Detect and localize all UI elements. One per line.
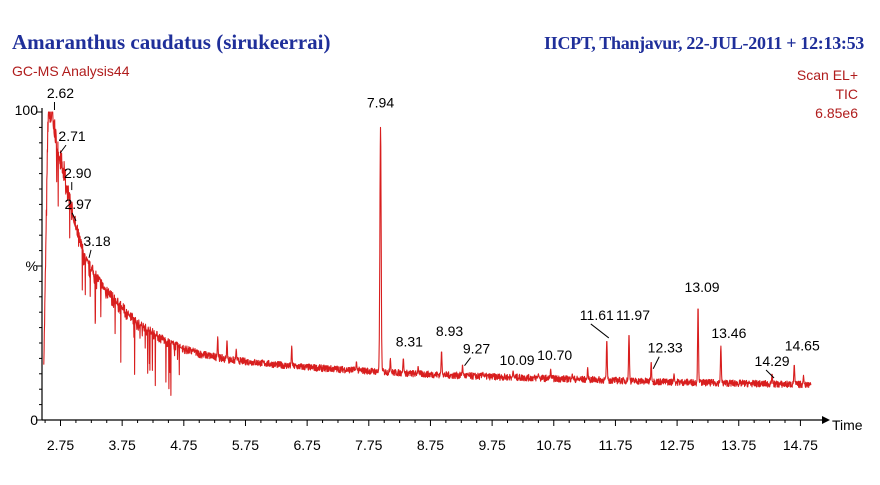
x-tick-label: 9.75 [478,437,505,453]
peak-label: 12.33 [648,340,683,356]
peak-label: 7.94 [367,94,394,110]
x-tick-label: 14.75 [783,437,818,453]
x-tick-label: 4.75 [170,437,197,453]
y-tick-label-0: 0 [30,412,38,428]
peak-label: 13.09 [685,279,720,295]
peak-leader-line [71,212,77,222]
scan-mode: Scan EL+ [796,67,858,83]
peak-label: 11.61 [580,307,614,323]
x-tick-label: 11.75 [598,437,632,453]
x-tick-label: 13.75 [721,437,756,453]
y-axis-title: % [26,258,38,274]
peak-label: 2.71 [58,128,85,144]
peak-leader-line [464,357,471,366]
x-tick-label: 10.75 [536,437,571,453]
analysis-name: GC-MS Analysis44 [12,63,130,79]
x-tick-label: 8.75 [417,437,444,453]
y-tick-label-100: 100 [15,102,39,118]
x-tick-label: 12.75 [660,437,695,453]
peak-label: 10.09 [500,352,535,368]
peak-label: 2.90 [64,165,91,181]
peak-label: 13.46 [711,325,746,341]
x-tick-label: 5.75 [232,437,259,453]
x-axis-arrow [822,416,830,424]
trace-type: TIC [835,86,858,102]
tic-trace-line [43,111,812,396]
peak-label: 8.93 [436,323,463,339]
peak-label: 2.62 [47,85,74,101]
peak-label: 2.97 [64,196,91,212]
x-tick-label: 6.75 [294,437,321,453]
scan-info: Scan EL+ TIC 6.85e6 [797,66,858,123]
x-axis-title: Time [832,417,863,433]
lab-info: IICPT, Thanjavur, 22-JUL-2011 + 12:13:53 [544,33,864,53]
axes-group: Time 2.75 3.75 4.75 5.75 6.75 7.75 8.75 9.75 10.7… [15,102,863,453]
peak-leader-line [765,369,775,379]
peak-label: 9.27 [463,341,490,357]
peak-labels-group: 2.62 2.71 2.90 2.97 3.18 7.94 8.31 8.939.27 10.0… [47,85,820,379]
x-tick-label: 7.75 [355,437,382,453]
peak-leader-line [652,356,660,369]
peak-leader-line [59,144,67,154]
peak-label: 3.18 [83,233,110,249]
trace-group [43,111,812,396]
peak-label: 14.29 [755,353,790,369]
peak-label: 10.70 [537,347,572,363]
peak-label: 11.97 [616,307,650,323]
x-tick-label: 2.75 [47,437,74,453]
intensity-value: 6.85e6 [815,105,858,121]
sample-title: Amaranthus caudatus (sirukeerrai) [12,30,331,54]
peak-leader-line [88,249,92,258]
peak-leader-line [590,323,610,339]
x-tick-label: 3.75 [109,437,136,453]
peak-label: 8.31 [396,333,423,349]
peak-label: 14.65 [785,338,820,354]
